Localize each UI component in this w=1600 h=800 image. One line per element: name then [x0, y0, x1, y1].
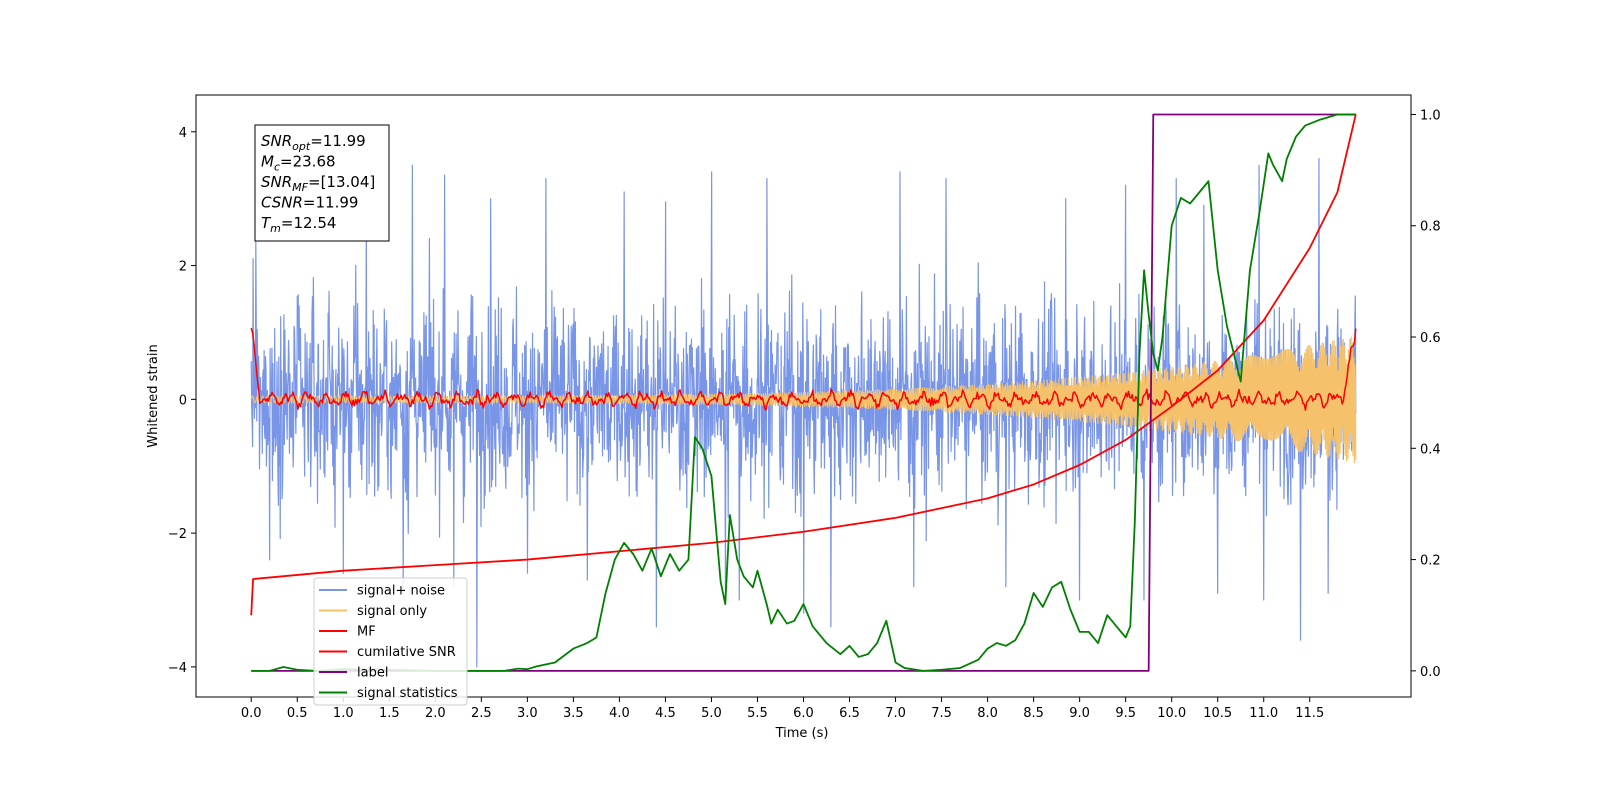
legend-label-mf: MF — [357, 625, 376, 640]
x-tick-label: 1.5 — [379, 706, 400, 721]
x-tick-label: 10.0 — [1157, 706, 1186, 721]
stats-line: CSNR=11.99 — [261, 194, 358, 212]
y2-tick-label: 0.0 — [1420, 665, 1441, 680]
y2-tick-label: 0.4 — [1420, 442, 1441, 457]
x-tick-label: 6.5 — [839, 706, 860, 721]
x-tick-label: 1.0 — [333, 706, 354, 721]
x-tick-label: 9.5 — [1115, 706, 1136, 721]
series-signal-noise — [250, 157, 1357, 668]
x-tick-label: 10.5 — [1203, 706, 1232, 721]
x-tick-label: 9.0 — [1069, 706, 1090, 721]
legend-label-cumilative-snr: cumilative SNR — [357, 645, 456, 660]
legend-frame — [313, 577, 468, 706]
stats-line: Tm=12.54 — [261, 214, 336, 235]
stats-box: SNRopt=11.99Mc=23.68SNRMF=[13.04]CSNR=11… — [254, 124, 390, 242]
stats-line: Mc=23.68 — [261, 153, 336, 174]
y-tick-label: 4 — [179, 126, 187, 141]
x-tick-label: 3.5 — [563, 706, 584, 721]
legend: signal+ noise signal only MF cumilative SNR… — [313, 577, 468, 706]
x-tick-label: 8.0 — [977, 706, 998, 721]
stats-value: =12.54 — [281, 214, 337, 232]
x-axis-label: Time (s) — [775, 726, 829, 741]
stats-box-frame — [254, 124, 390, 242]
y-tick-label: −2 — [168, 527, 187, 542]
legend-label-signal-only: signal only — [357, 604, 427, 619]
stats-subscript: MF — [292, 181, 308, 194]
stats-subscript: opt — [292, 140, 311, 153]
y2-tick-label: 0.6 — [1420, 331, 1441, 346]
y2-tick-label: 0.2 — [1420, 554, 1441, 569]
stats-line: SNRMF=[13.04] — [261, 173, 375, 194]
x-tick-label: 7.5 — [931, 706, 952, 721]
y-tick-label: 2 — [179, 260, 187, 275]
x-tick-label: 3.0 — [517, 706, 538, 721]
stats-symbol: M — [261, 153, 274, 171]
y-tick-label: −4 — [168, 661, 187, 676]
legend-label-signal-statistics: signal statistics — [357, 686, 458, 701]
x-tick-label: 0.5 — [287, 706, 308, 721]
x-tick-label: 2.0 — [425, 706, 446, 721]
y-axis-left: −4 −2 0 2 4 — [168, 126, 196, 676]
y-axis-right: 0.0 0.2 0.4 0.6 0.8 1.0 — [1411, 108, 1441, 680]
stats-subscript: m — [270, 222, 281, 235]
x-tick-label: 2.5 — [471, 706, 492, 721]
x-tick-label: 11.5 — [1295, 706, 1324, 721]
stats-symbol: SNR — [261, 132, 292, 150]
series-signal-statistics — [251, 113, 1356, 672]
stats-value: =11.99 — [310, 132, 366, 150]
legend-label-label: label — [357, 666, 388, 681]
series-label — [251, 113, 1356, 672]
stats-symbol: SNR — [261, 173, 292, 191]
stats-value: =23.68 — [280, 153, 336, 171]
stats-value: =11.99 — [303, 194, 359, 212]
stats-subscript: c — [274, 161, 280, 174]
x-tick-label: 6.0 — [793, 706, 814, 721]
series-signal-only — [250, 336, 1357, 464]
x-tick-label: 4.0 — [609, 706, 630, 721]
stats-value: =[13.04] — [308, 173, 375, 191]
y-tick-label: 0 — [179, 393, 187, 408]
y-axis-label: Whitened strain — [146, 344, 161, 447]
stats-line: SNRopt=11.99 — [261, 132, 366, 153]
stats-symbol: T — [261, 214, 272, 232]
y2-tick-label: 0.8 — [1420, 220, 1441, 235]
x-tick-label: 7.0 — [885, 706, 906, 721]
legend-label-signal-noise: signal+ noise — [357, 584, 445, 599]
stats-symbol: CSNR — [261, 194, 303, 212]
x-tick-label: 5.0 — [701, 706, 722, 721]
x-tick-label: 11.0 — [1249, 706, 1278, 721]
x-tick-label: 5.5 — [747, 706, 768, 721]
x-axis: 0.0 0.5 1.0 1.5 2.0 2.5 3.0 3.5 4.0 4.5 5.0 5.5 6.0 6… — [241, 697, 1324, 721]
y2-tick-label: 1.0 — [1420, 108, 1441, 123]
x-tick-label: 8.5 — [1023, 706, 1044, 721]
x-tick-label: 0.0 — [241, 706, 262, 721]
series-layer — [250, 113, 1357, 672]
series-cumilative-snr — [250, 114, 1357, 616]
x-tick-label: 4.5 — [655, 706, 676, 721]
series-mf — [250, 327, 1357, 411]
